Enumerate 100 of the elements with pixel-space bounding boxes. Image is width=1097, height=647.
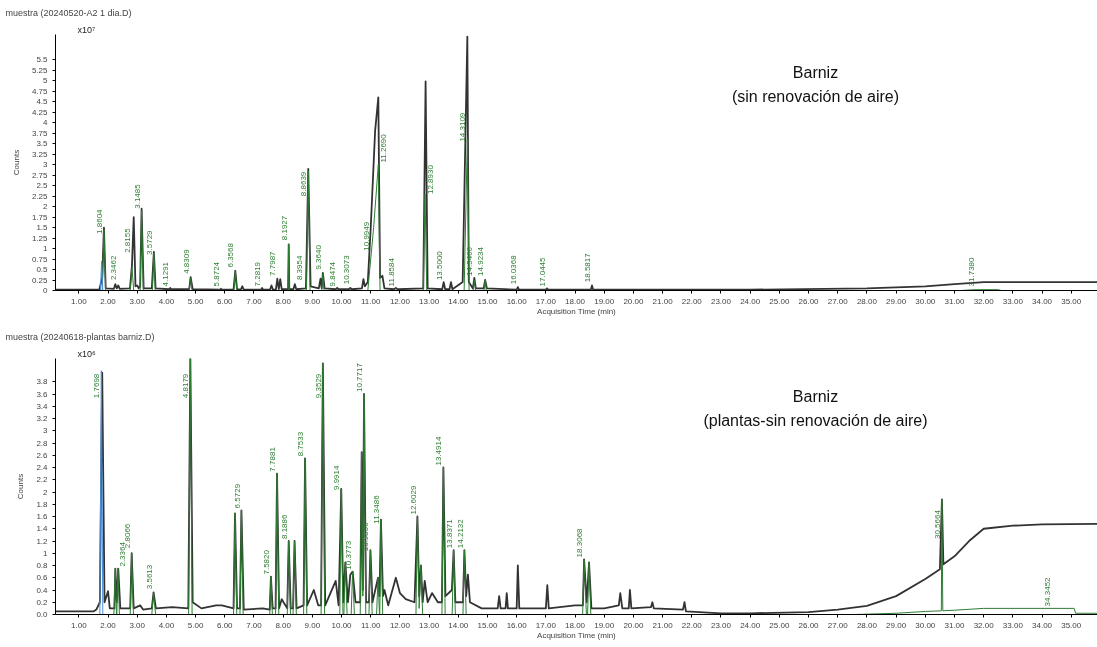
y-tick-label: 2.5 xyxy=(36,181,49,191)
y-tick-label: 1.4 xyxy=(36,524,49,534)
y-tick-label: 2.8 xyxy=(36,438,49,448)
x-tick-label: 29.00 xyxy=(886,620,907,630)
x-tick-label: 8.00 xyxy=(275,620,292,630)
annotation: 7.2819 xyxy=(253,261,263,287)
annotation: 14.9234 xyxy=(476,246,486,276)
y-tick-label: 1.6 xyxy=(36,512,49,522)
x-tick-label: 34.00 xyxy=(1032,296,1053,306)
x-tick-label: 11.00 xyxy=(361,620,381,630)
x-tick-label: 7.00 xyxy=(246,620,263,630)
y-tick-label: 1.8 xyxy=(36,499,49,509)
x-tick-label: 9.00 xyxy=(304,620,321,630)
annotation: 1.8604 xyxy=(94,208,104,234)
annotation: 3.1485 xyxy=(132,183,142,209)
y-tick-label: 2.4 xyxy=(36,463,49,473)
y-tick-label: 0.6 xyxy=(36,573,49,583)
x-tick-label: 33.00 xyxy=(1002,620,1024,630)
y-tick-label: 2.6 xyxy=(36,450,49,460)
y-tick-label: 3.2 xyxy=(36,414,49,424)
x-tick-label: 13.00 xyxy=(419,620,440,630)
annotation: 9.8474 xyxy=(328,261,338,287)
y-tick-label: 5 xyxy=(43,76,49,86)
y-tick-label: 0.25 xyxy=(31,275,49,285)
annotation: 8.1927 xyxy=(279,215,289,241)
annotation: 12.8930 xyxy=(425,164,435,195)
x-tick-label: 18.00 xyxy=(565,296,586,306)
y-tick-label: 2.75 xyxy=(31,170,49,180)
x-tick-label: 16.00 xyxy=(506,620,528,630)
y-tick-label: 0.8 xyxy=(36,561,49,570)
x-tick-label: 15.00 xyxy=(477,296,499,306)
y-tick-label: 4.75 xyxy=(31,86,49,96)
x-tick-label: 15.00 xyxy=(477,620,499,630)
x-tick-label: 23.00 xyxy=(710,296,732,306)
y-tick-label: 3.5 xyxy=(36,139,49,149)
x-tick-label: 16.00 xyxy=(506,296,528,306)
text: x10⁶ xyxy=(77,348,97,359)
x-tick-label: 2.00 xyxy=(100,620,117,630)
annotation: 4.1291 xyxy=(161,261,171,287)
y-tick-label: 0.0 xyxy=(36,610,49,619)
y-tick-label: 3.6 xyxy=(36,389,49,399)
annotation: 8.8639 xyxy=(299,171,309,197)
y-tick-label: 1 xyxy=(43,244,49,254)
y-tick-label: 0.75 xyxy=(31,254,49,264)
y-tick-label: 5.25 xyxy=(31,65,49,75)
y-tick-label: 3.75 xyxy=(31,128,49,138)
x-axis-title: Acquisition Time (min) xyxy=(537,306,617,316)
annotation: 31.7380 xyxy=(967,256,977,287)
y-tick-label: 0 xyxy=(43,286,49,295)
x-tick-label: 25.00 xyxy=(769,620,790,630)
annotation: 8.3954 xyxy=(294,255,304,281)
annotation: 11.2690 xyxy=(378,133,388,163)
x-tick-label: 21.00 xyxy=(652,620,674,630)
x-tick-label: 28.00 xyxy=(856,620,878,630)
x-tick-label: 6.00 xyxy=(217,296,234,306)
x-tick-label: 3.00 xyxy=(129,296,146,306)
x-tick-label: 35.00 xyxy=(1061,296,1082,306)
x-tick-label: 14.00 xyxy=(448,620,469,630)
x-tick-label: 30.00 xyxy=(915,620,936,630)
y-tick-label: 4.25 xyxy=(31,107,49,117)
y-tick-label: 0.5 xyxy=(36,265,49,275)
y-tick-label: 3 xyxy=(43,160,49,170)
y-tick-label: 3.25 xyxy=(31,149,49,159)
x-tick-label: 23.00 xyxy=(710,620,732,630)
x-tick-label: 11.00 xyxy=(361,296,381,306)
y-tick-label: 0.2 xyxy=(36,597,49,607)
x-tick-label: 4.00 xyxy=(158,296,175,306)
x-tick-label: 1.00 xyxy=(71,296,88,306)
y-tick-label: 2 xyxy=(43,202,49,212)
x-tick-label: 20.00 xyxy=(623,296,644,306)
x-tick-label: 14.00 xyxy=(448,296,469,306)
x-tick-label: 22.00 xyxy=(681,296,703,306)
annotation: 10.9949 xyxy=(361,221,371,251)
annotation: 2.3462 xyxy=(109,255,119,281)
y-tick-label: 1.75 xyxy=(31,212,49,222)
y-axis-title: Counts xyxy=(16,473,26,500)
annotation: 18.5817 xyxy=(583,252,593,283)
x-tick-label: 9.00 xyxy=(304,296,321,306)
text: Barniz (sin renovación de aire) xyxy=(731,63,900,105)
annotation: 9.3640 xyxy=(313,244,323,270)
x-tick-label: 12.00 xyxy=(389,620,411,630)
x-tick-label: 26.00 xyxy=(798,620,820,630)
y-tick-label: 3.4 xyxy=(36,401,49,411)
x-tick-label: 32.00 xyxy=(973,296,995,306)
line-series xyxy=(55,35,1097,291)
x-tick-label: 5.00 xyxy=(187,620,204,630)
annotation: 17.0445 xyxy=(538,256,548,287)
chart-title: muestra (20240618-plantas barniz.D) xyxy=(5,331,155,342)
x-tick-label: 18.00 xyxy=(565,620,586,630)
annotation: 16.0368 xyxy=(508,254,518,285)
x-tick-label: 21.00 xyxy=(652,296,674,306)
chart-title: muestra (20240520-A2 1 dia.D) xyxy=(5,7,132,18)
x-tick-label: 27.00 xyxy=(827,620,849,630)
x-tick-label: 22.00 xyxy=(681,620,703,630)
x-tick-label: 24.00 xyxy=(740,620,761,630)
x-tick-label: 2.00 xyxy=(100,296,117,306)
x-tick-label: 28.00 xyxy=(856,296,878,306)
y-tick-label: 1.25 xyxy=(31,233,49,243)
y-tick-label: 3.8 xyxy=(36,377,49,387)
x-tick-label: 8.00 xyxy=(275,296,292,306)
